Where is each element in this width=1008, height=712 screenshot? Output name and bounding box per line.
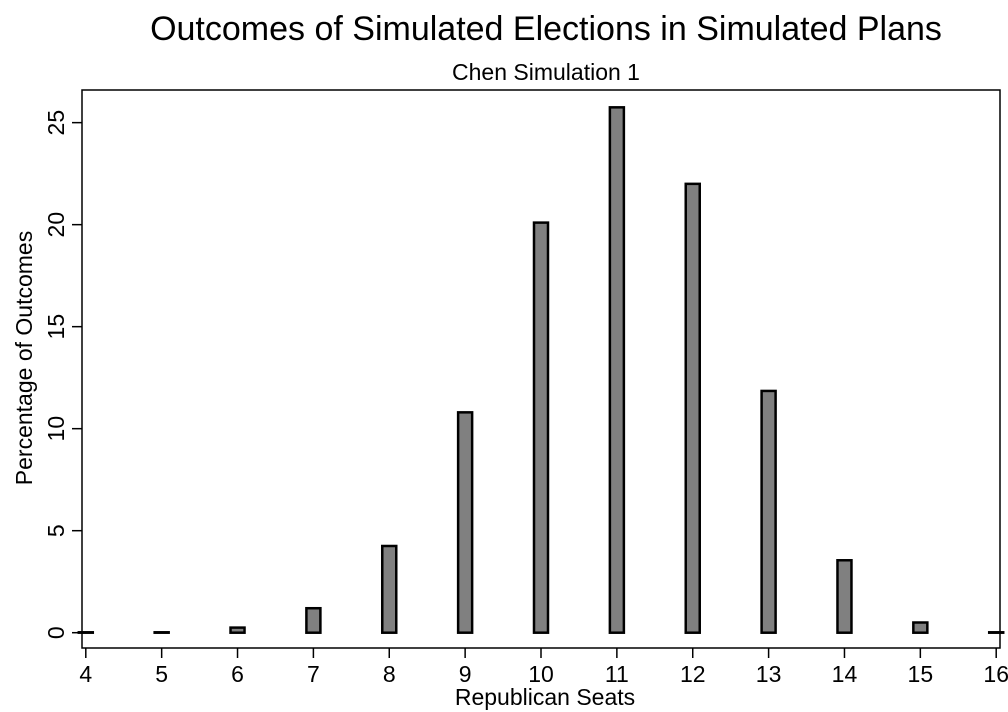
x-tick-label-6: 6 — [231, 661, 244, 687]
y-tick-label-10: 10 — [43, 416, 69, 442]
x-tick-label-5: 5 — [155, 661, 168, 687]
bar-seats-6 — [229, 626, 246, 634]
x-tick-label-7: 7 — [307, 661, 320, 687]
bar-seats-9 — [456, 411, 474, 634]
x-tick-label-4: 4 — [79, 661, 92, 687]
x-tick-label-12: 12 — [680, 661, 706, 687]
x-tick-label-8: 8 — [383, 661, 396, 687]
bar-seats-10 — [532, 221, 550, 634]
y-tick-label-0: 0 — [43, 626, 69, 639]
bar-seats-11 — [608, 106, 626, 634]
y-axis-label: Percentage of Outcomes — [11, 231, 37, 485]
x-tick-label-10: 10 — [528, 661, 554, 687]
bar-seats-15 — [912, 621, 929, 634]
y-tick-label-15: 15 — [43, 314, 69, 340]
x-tick-label-14: 14 — [832, 661, 858, 687]
bar-seats-8 — [381, 544, 398, 634]
y-tick-label-20: 20 — [43, 212, 69, 238]
bar-seats-12 — [684, 182, 701, 634]
chart-subtitle: Chen Simulation 1 — [452, 59, 640, 85]
y-tick-label-5: 5 — [43, 524, 69, 537]
x-tick-label-15: 15 — [908, 661, 934, 687]
bar-seats-7 — [305, 606, 322, 634]
bar-seats-13 — [760, 389, 777, 634]
x-tick-label-16: 16 — [983, 661, 1008, 687]
chart-title: Outcomes of Simulated Elections in Simul… — [150, 10, 942, 48]
x-tick-label-13: 13 — [756, 661, 782, 687]
bar-seats-14 — [836, 559, 853, 634]
x-tick-label-9: 9 — [459, 661, 472, 687]
x-axis-label: Republican Seats — [455, 684, 635, 710]
plot-area: 4 5 6 7 8 9 10 11 12 13 14 15 16 0 5 10 15 20 25 — [43, 89, 1008, 687]
y-tick-label-25: 25 — [43, 110, 69, 136]
x-tick-label-11: 11 — [605, 661, 629, 687]
